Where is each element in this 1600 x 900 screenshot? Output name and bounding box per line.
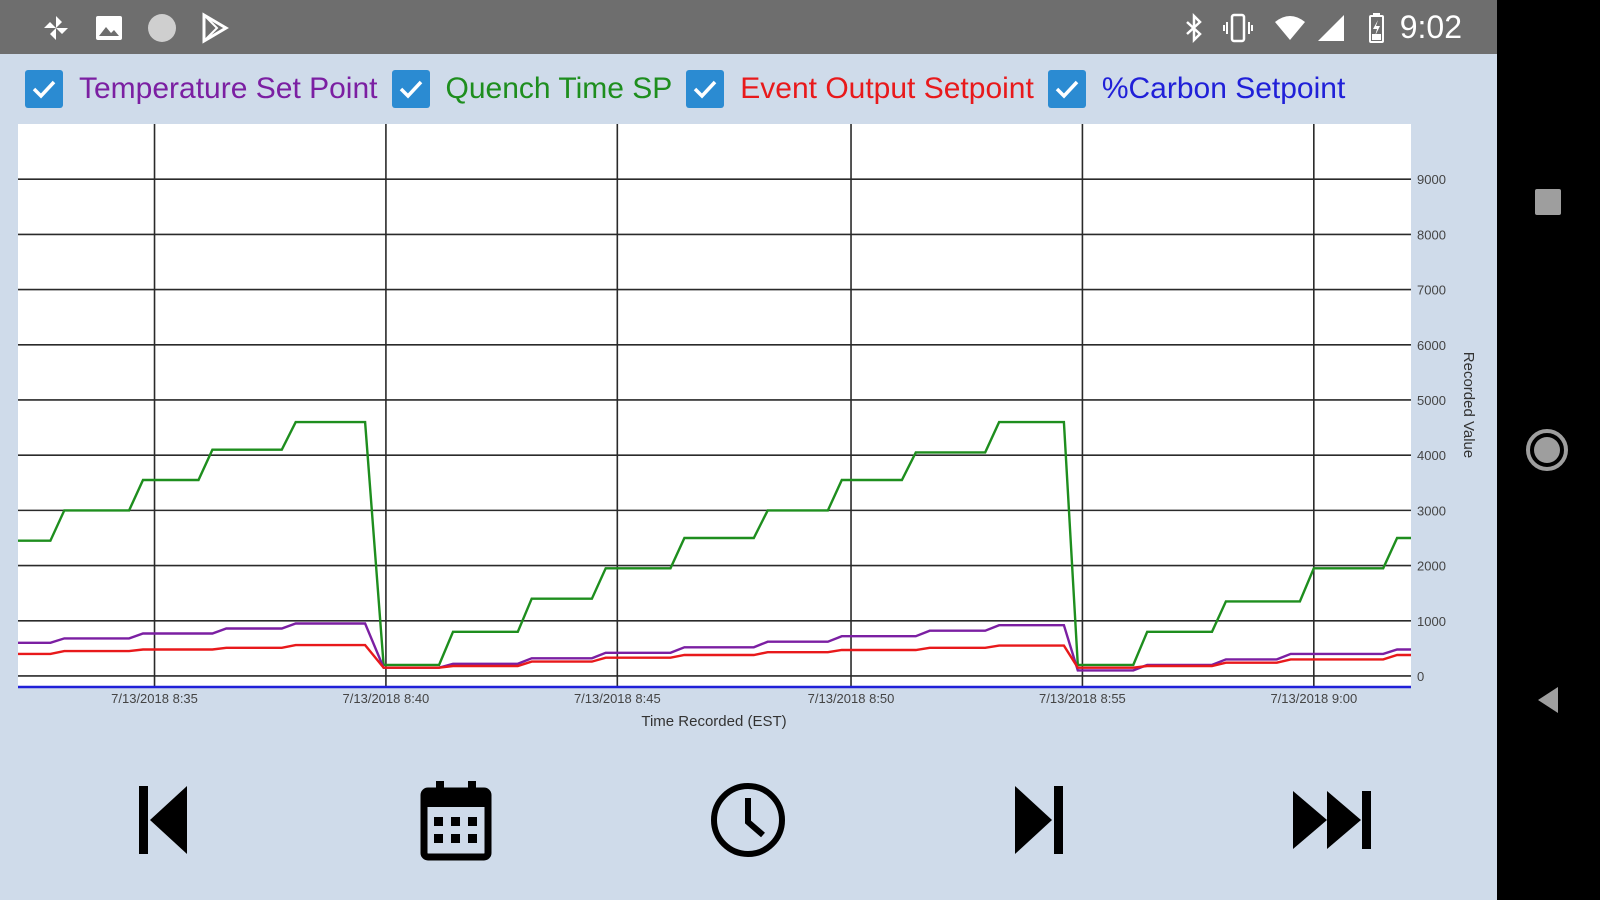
skip-next-button[interactable]	[989, 770, 1089, 870]
y-tick-label: 2000	[1417, 559, 1446, 574]
y-tick-label: 4000	[1417, 448, 1446, 463]
cell-signal-icon	[1318, 15, 1344, 41]
legend-item-carbon-setpoint[interactable]: %Carbon Setpoint	[1047, 70, 1346, 108]
check-icon	[32, 80, 56, 99]
chart-grid	[18, 124, 1411, 687]
checkbox-event-output-setpoint[interactable]	[686, 70, 725, 108]
bluetooth-icon	[1186, 12, 1202, 44]
y-tick-label: 9000	[1417, 172, 1446, 187]
series-line-quench-time-sp	[18, 420, 1411, 667]
clock-icon	[711, 783, 785, 857]
legend-label: Quench Time SP	[445, 72, 673, 105]
battery-charging-icon	[1369, 13, 1384, 43]
skip-previous-button[interactable]	[113, 770, 213, 870]
check-icon	[694, 80, 717, 99]
skip-next-icon	[1015, 786, 1063, 854]
recents-icon[interactable]	[1532, 186, 1564, 218]
y-tick-label: 7000	[1417, 283, 1446, 298]
checkbox-temperature-set-point[interactable]	[25, 70, 63, 108]
checkbox-carbon-setpoint[interactable]	[1047, 70, 1086, 108]
x-tick-label: 7/13/2018 9:00	[1270, 691, 1357, 706]
image-icon	[96, 16, 122, 40]
status-bar: 9:02	[0, 0, 1497, 54]
line-chart[interactable]: 0 1000 2000 3000 4000 5000 6000 7000 8000 9000 7/1…	[0, 0, 1497, 740]
fast-forward-icon	[1293, 791, 1371, 849]
x-tick-label: 7/13/2018 8:40	[343, 691, 430, 706]
legend-label: %Carbon Setpoint	[1101, 72, 1346, 105]
x-tick-label: 7/13/2018 8:35	[111, 691, 198, 706]
legend-item-quench-time-sp[interactable]: Quench Time SP	[391, 70, 673, 108]
y-tick-label: 1000	[1417, 614, 1446, 629]
plot-area	[18, 124, 1411, 687]
legend-item-temperature-set-point[interactable]: Temperature Set Point	[25, 70, 378, 108]
legend-label: Temperature Set Point	[79, 72, 378, 105]
circle-icon	[148, 14, 176, 42]
chart-series	[18, 420, 1411, 689]
y-tick-label: 0	[1417, 669, 1424, 684]
navigation-bar	[1497, 0, 1600, 900]
play-store-icon	[202, 12, 229, 44]
pinwheel-icon	[44, 16, 68, 40]
calendar-icon	[420, 781, 492, 861]
chart-legend: Temperature Set Point Quench Time SP Eve…	[25, 66, 1359, 112]
legend-label: Event Output Setpoint	[740, 72, 1034, 105]
series-line-event-output-setpoint	[18, 643, 1411, 669]
vibrate-icon	[1223, 13, 1253, 43]
x-axis-title: Time Recorded (EST)	[641, 713, 786, 730]
y-tick-label: 6000	[1417, 338, 1446, 353]
clock-button[interactable]	[698, 770, 798, 870]
y-tick-label: 3000	[1417, 503, 1446, 518]
back-icon[interactable]	[1532, 684, 1564, 716]
status-time: 9:02	[1399, 9, 1462, 45]
y-tick-label: 5000	[1417, 393, 1446, 408]
y-tick-label: 8000	[1417, 227, 1446, 242]
x-tick-label: 7/13/2018 8:50	[808, 691, 895, 706]
fast-forward-button[interactable]	[1282, 770, 1382, 870]
x-tick-label: 7/13/2018 8:45	[574, 691, 661, 706]
check-icon	[1055, 80, 1079, 99]
checkbox-quench-time-sp[interactable]	[391, 70, 430, 108]
legend-item-event-output-setpoint[interactable]: Event Output Setpoint	[686, 70, 1034, 108]
wifi-icon	[1275, 16, 1305, 40]
skip-previous-icon	[139, 786, 187, 854]
chart-labels: 0 1000 2000 3000 4000 5000 6000 7000 8000 9000 7/1…	[111, 172, 1446, 706]
check-icon	[399, 80, 422, 99]
y-axis-title: Recorded Value	[1460, 352, 1477, 458]
calendar-button[interactable]	[406, 770, 506, 870]
home-icon[interactable]	[1524, 427, 1570, 473]
x-tick-label: 7/13/2018 8:55	[1039, 691, 1126, 706]
